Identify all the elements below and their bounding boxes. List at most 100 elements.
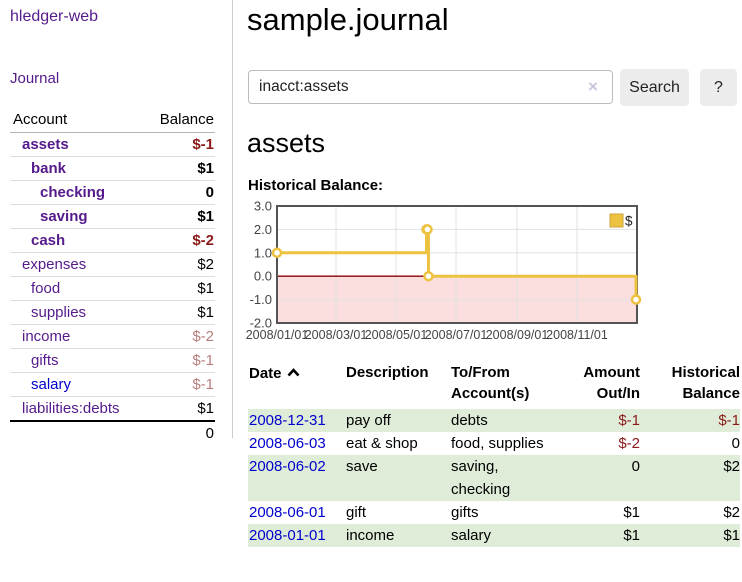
sidebar-item-journal[interactable]: Journal [10,70,60,87]
account-link[interactable]: bank [31,160,67,177]
app-title-link[interactable]: hledger-web [10,8,99,25]
data-point-marker [423,270,434,282]
account-link[interactable]: salary [31,376,72,393]
legend-label: $ [625,214,633,229]
account-balance: $-1 [143,132,215,157]
account-link[interactable]: checking [40,184,106,201]
x-axis-tick-label: 2008/09/01 [486,328,549,342]
y-axis-tick-label: 0.0 [254,269,272,284]
account-balance: $1 [143,204,215,229]
account-link[interactable]: food [31,280,61,297]
transaction-date-link[interactable]: 2008-06-03 [249,435,326,452]
transaction-description: eat & shop [346,435,418,452]
transaction-accounts: salary [450,524,568,547]
account-row: gifts $-1 [10,348,215,373]
account-link[interactable]: expenses [22,256,87,273]
account-row: assets $-1 [10,132,215,157]
x-axis-tick-label: 2008/05/01 [365,328,428,342]
transaction-row: 2008-06-01 gift gifts $1 $2 [248,501,740,524]
sort-ascending-icon [287,362,300,383]
transaction-amount: $-2 [618,435,640,452]
chart-title: Historical Balance: [248,177,384,194]
description-column-header: Description [346,364,429,381]
accounts-table-header-row: Account Balance [10,108,215,133]
help-button[interactable]: ? [700,69,737,106]
transaction-amount: $1 [623,504,640,521]
transaction-balance: $-1 [640,409,740,432]
transaction-accounts: food, supplies [451,435,544,452]
transaction-date-link[interactable]: 2008-01-01 [249,527,326,544]
transaction-accounts: saving, checking [450,455,568,501]
transaction-row: 2008-06-02 save saving, checking 0 $2 [248,455,740,501]
account-row: saving $1 [10,204,215,229]
account-balance: $-2 [143,324,215,349]
sidebar-divider [232,0,233,438]
chart-canvas: $3.0 2.0 1.0 0.0 -1.0 -2.02008/01/012008/03/0… [246,200,642,342]
account-row: cash $-2 [10,228,215,253]
account-balance: $-2 [143,228,215,253]
account-row: supplies $1 [10,300,215,325]
transaction-description: income [345,524,450,547]
account-row: food $1 [10,276,215,301]
account-row: income $-2 [10,324,215,349]
data-point-marker [630,294,642,305]
accounts-total-value: 0 [143,420,215,445]
transaction-row: 2008-06-03 eat & shop food, supplies $-2… [248,432,740,455]
x-axis-tick-label: 2008/11/01 [546,328,608,342]
accounts-balance-table: Account Balance assets $-1 bank $1 check… [10,108,215,445]
x-axis-tick-label: 2008/01/01 [246,328,309,342]
transaction-accounts: gifts [451,504,479,521]
accounts-total-row: 0 [10,420,215,445]
transaction-balance: $1 [640,524,740,547]
y-axis-tick-label: -2.0 [250,316,272,331]
transaction-description: save [345,455,450,501]
search-input[interactable] [248,70,613,104]
accounts-column-header: Account [10,108,144,133]
transaction-row: 2008-12-31 pay off debts $-1 $-1 [248,409,740,432]
account-link[interactable]: supplies [31,304,87,321]
account-link[interactable]: assets [22,136,69,153]
account-link[interactable]: liabilities:debts [22,400,120,417]
accounts-column-header: To/From Account(s) [451,364,530,402]
amount-column-header: Amount Out/In [583,364,640,402]
account-link[interactable]: saving [40,208,88,225]
legend-swatch [609,213,624,228]
data-point-marker [271,247,283,259]
historical-balance-column-header: Historical Balance [671,364,740,402]
account-balance: $-1 [143,348,215,373]
transaction-date-link[interactable]: 2008-06-01 [249,504,326,521]
x-axis-tick-label: 2008/07/01 [425,328,488,342]
account-balance: 0 [143,180,215,205]
y-axis-tick-label: 3.0 [254,200,272,214]
account-balance: $2 [143,252,215,277]
account-link[interactable]: cash [31,232,66,249]
account-row: bank $1 [10,156,215,181]
account-balance: $1 [143,276,215,301]
account-row: salary $-1 [10,372,215,397]
transactions-table-body: 2008-12-31 pay off debts $-1 $-1 2008-06… [248,409,740,547]
account-heading: assets [247,128,326,158]
transaction-date-link[interactable]: 2008-06-02 [249,458,326,475]
account-row: checking 0 [10,180,215,205]
account-balance: $1 [143,396,215,422]
account-balance: $-1 [143,372,215,397]
transaction-balance: $2 [640,455,740,501]
transaction-balance: $2 [723,504,740,521]
transaction-accounts: debts [450,409,568,432]
account-balance: $1 [143,156,215,181]
date-header-label: Date [249,365,282,382]
account-link[interactable]: gifts [31,352,59,369]
y-axis-tick-label: 1.0 [254,245,272,260]
account-row: expenses $2 [10,252,215,277]
transaction-date-link[interactable]: 2008-12-31 [249,412,326,429]
transaction-description: gift [346,504,367,521]
balance-column-header: Balance [143,108,215,133]
search-clear-icon[interactable]: × [588,77,598,96]
page-title: sample.journal [247,2,449,37]
transaction-amount: $1 [568,524,640,547]
account-link[interactable]: income [22,328,71,345]
transactions-table: Date Description To/From Account(s) Amou… [248,362,740,547]
search-button[interactable]: Search [620,69,689,106]
date-column-header[interactable]: Date [248,362,345,409]
transaction-amount: 0 [568,455,640,501]
